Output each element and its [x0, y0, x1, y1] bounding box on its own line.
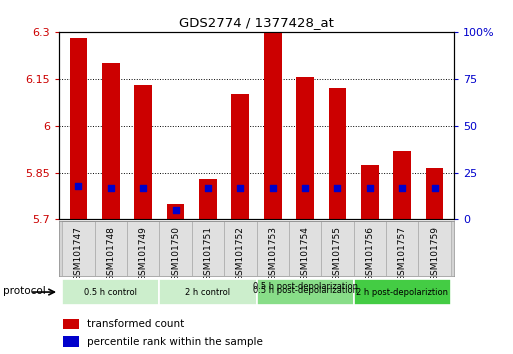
Bar [353, 279, 451, 305]
Text: 2 h post-depolariztion: 2 h post-depolariztion [356, 287, 448, 297]
Bar [94, 221, 127, 276]
Bar [160, 221, 192, 276]
Bar [224, 221, 256, 276]
Bar [289, 221, 321, 276]
Point [74, 183, 83, 189]
Bar [321, 221, 353, 276]
Bar [134, 85, 152, 219]
Bar [361, 165, 379, 219]
Text: GSM101755: GSM101755 [333, 225, 342, 281]
Text: GSM101747: GSM101747 [74, 225, 83, 280]
Bar [296, 77, 314, 219]
Text: GSM101754: GSM101754 [301, 225, 309, 280]
Text: transformed count: transformed count [87, 319, 184, 329]
Bar [192, 221, 224, 276]
Text: percentile rank within the sample: percentile rank within the sample [87, 337, 263, 347]
Text: 0.5 h control: 0.5 h control [84, 287, 137, 297]
Text: GSM101759: GSM101759 [430, 225, 439, 281]
Point [139, 185, 147, 190]
Text: 2 h control: 2 h control [185, 287, 230, 297]
Point [366, 185, 374, 190]
Point [107, 185, 115, 190]
Bar [353, 221, 386, 276]
Text: GSM101757: GSM101757 [398, 225, 407, 281]
Bar [256, 279, 353, 305]
Text: GSM101756: GSM101756 [365, 225, 374, 281]
Bar [231, 95, 249, 219]
Title: GDS2774 / 1377428_at: GDS2774 / 1377428_at [179, 16, 334, 29]
Bar [199, 179, 217, 219]
Bar [328, 88, 346, 219]
Text: GSM101753: GSM101753 [268, 225, 277, 281]
Bar [62, 279, 160, 305]
Bar [426, 168, 443, 219]
Point [430, 185, 439, 190]
Bar [256, 221, 289, 276]
Text: GSM101748: GSM101748 [106, 225, 115, 280]
Bar [264, 33, 282, 219]
Point [236, 185, 244, 190]
Point [398, 185, 406, 190]
Bar [63, 336, 79, 347]
Bar [70, 38, 87, 219]
Text: 0.5 h post-depolarization: 0.5 h post-depolarization [252, 282, 358, 302]
Text: GSM101751: GSM101751 [204, 225, 212, 281]
Text: GSM101750: GSM101750 [171, 225, 180, 281]
Point [269, 185, 277, 190]
Text: 0.5 h post-depolarization: 0.5 h post-depolarization [252, 286, 358, 295]
Point [204, 185, 212, 190]
Bar [167, 204, 185, 219]
Text: protocol: protocol [3, 286, 45, 296]
Text: GSM101749: GSM101749 [139, 225, 148, 280]
Text: GSM101752: GSM101752 [236, 225, 245, 280]
Bar [127, 221, 160, 276]
Bar [62, 221, 94, 276]
Bar [160, 279, 256, 305]
Bar [393, 151, 411, 219]
Point [171, 207, 180, 213]
Bar [63, 319, 79, 329]
Bar [102, 63, 120, 219]
Point [333, 185, 342, 190]
Bar [419, 221, 451, 276]
Bar [386, 221, 419, 276]
Point [301, 185, 309, 190]
